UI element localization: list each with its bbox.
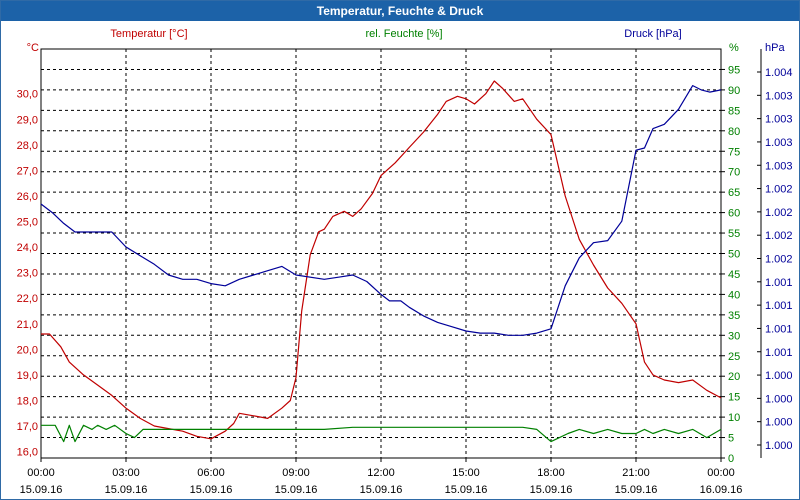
humidity-tick-label: 5	[728, 433, 734, 445]
x-tick-label-date: 16.09.16	[700, 484, 743, 496]
pressure-unit: hPa	[765, 42, 785, 54]
pressure-tick-label: 1.003	[765, 114, 793, 126]
x-tick-label-time: 21:00	[622, 467, 650, 479]
humidity-tick-label: 40	[728, 289, 740, 301]
pressure-tick-label: 1.000	[765, 440, 793, 452]
humidity-tick-label: 55	[728, 228, 740, 240]
temperature-tick-label: 25,0	[17, 217, 38, 229]
humidity-tick-label: 15	[728, 392, 740, 404]
pressure-tick-label: 1.002	[765, 184, 793, 196]
temperature-tick-label: 27,0	[17, 165, 38, 177]
temperature-tick-label: 18,0	[17, 395, 38, 407]
x-tick-label-time: 12:00	[367, 467, 395, 479]
humidity-unit: %	[729, 42, 739, 54]
temperature-tick-label: 20,0	[17, 344, 38, 356]
humidity-line	[41, 424, 722, 443]
x-tick-label-date: 15.09.16	[615, 484, 658, 496]
pressure-tick-label: 1.002	[765, 254, 793, 266]
humidity-tick-label: 85	[728, 105, 740, 117]
pressure-line	[40, 84, 722, 336]
chart-title: Temperatur, Feuchte & Druck	[1, 1, 799, 21]
pressure-tick-label: 1.003	[765, 137, 793, 149]
temperature-unit: °C	[27, 42, 39, 54]
humidity-tick-label: 10	[728, 412, 740, 424]
pressure-tick-label: 1.001	[765, 323, 793, 335]
x-tick-label-date: 15.09.16	[360, 484, 403, 496]
pressure-tick-label: 1.000	[765, 417, 793, 429]
x-tick-label-date: 15.09.16	[190, 484, 233, 496]
humidity-tick-label: 65	[728, 187, 740, 199]
pressure-tick-label: 1.004	[765, 67, 793, 79]
pressure-tick-label: 1.001	[765, 347, 793, 359]
x-tick-label-date: 15.09.16	[20, 484, 63, 496]
humidity-tick-label: 60	[728, 208, 740, 220]
humidity-tick-label: 0	[728, 453, 734, 465]
x-tick-label-time: 18:00	[537, 467, 565, 479]
x-tick-label-date: 15.09.16	[530, 484, 573, 496]
legend-temperature: Temperatur [°C]	[110, 28, 187, 40]
x-tick-label-time: 15:00	[452, 467, 480, 479]
humidity-tick-label: 30	[728, 330, 740, 342]
pressure-tick-label: 1.002	[765, 230, 793, 242]
humidity-tick-label: 95	[728, 64, 740, 76]
temperature-tick-label: 28,0	[17, 140, 38, 152]
temperature-tick-label: 19,0	[17, 370, 38, 382]
legend-pressure: Druck [hPa]	[624, 28, 681, 40]
humidity-tick-label: 80	[728, 126, 740, 138]
pressure-tick-label: 1.000	[765, 370, 793, 382]
x-tick-label-time: 00:00	[27, 467, 55, 479]
pressure-tick-label: 1.001	[765, 300, 793, 312]
humidity-tick-label: 90	[728, 85, 740, 97]
humidity-tick-label: 50	[728, 249, 740, 261]
temperature-tick-label: 16,0	[17, 447, 38, 459]
temperature-tick-label: 23,0	[17, 268, 38, 280]
humidity-tick-label: 20	[728, 371, 740, 383]
x-tick-label-time: 00:00	[707, 467, 735, 479]
legend-humidity: rel. Feuchte [%]	[365, 28, 442, 40]
temperature-tick-label: 30,0	[17, 89, 38, 101]
pressure-tick-label: 1.000	[765, 393, 793, 405]
x-tick-label-time: 09:00	[282, 467, 310, 479]
temperature-tick-label: 26,0	[17, 191, 38, 203]
temperature-tick-label: 17,0	[17, 421, 38, 433]
x-tick-label-time: 06:00	[197, 467, 225, 479]
humidity-tick-label: 25	[728, 351, 740, 363]
humidity-tick-label: 75	[728, 146, 740, 158]
humidity-tick-label: 70	[728, 167, 740, 179]
x-tick-label-date: 15.09.16	[445, 484, 488, 496]
temperature-line	[41, 80, 722, 440]
pressure-tick-label: 1.002	[765, 207, 793, 219]
temperature-tick-label: 22,0	[17, 293, 38, 305]
temperature-tick-label: 21,0	[17, 319, 38, 331]
pressure-tick-label: 1.003	[765, 90, 793, 102]
x-tick-label-date: 15.09.16	[275, 484, 318, 496]
pressure-tick-label: 1.003	[765, 160, 793, 172]
temperature-tick-label: 29,0	[17, 114, 38, 126]
temperature-tick-label: 24,0	[17, 242, 38, 254]
x-tick-label-date: 15.09.16	[105, 484, 148, 496]
pressure-tick-label: 1.001	[765, 277, 793, 289]
humidity-tick-label: 45	[728, 269, 740, 281]
humidity-tick-label: 35	[728, 310, 740, 322]
x-tick-label-time: 03:00	[112, 467, 140, 479]
